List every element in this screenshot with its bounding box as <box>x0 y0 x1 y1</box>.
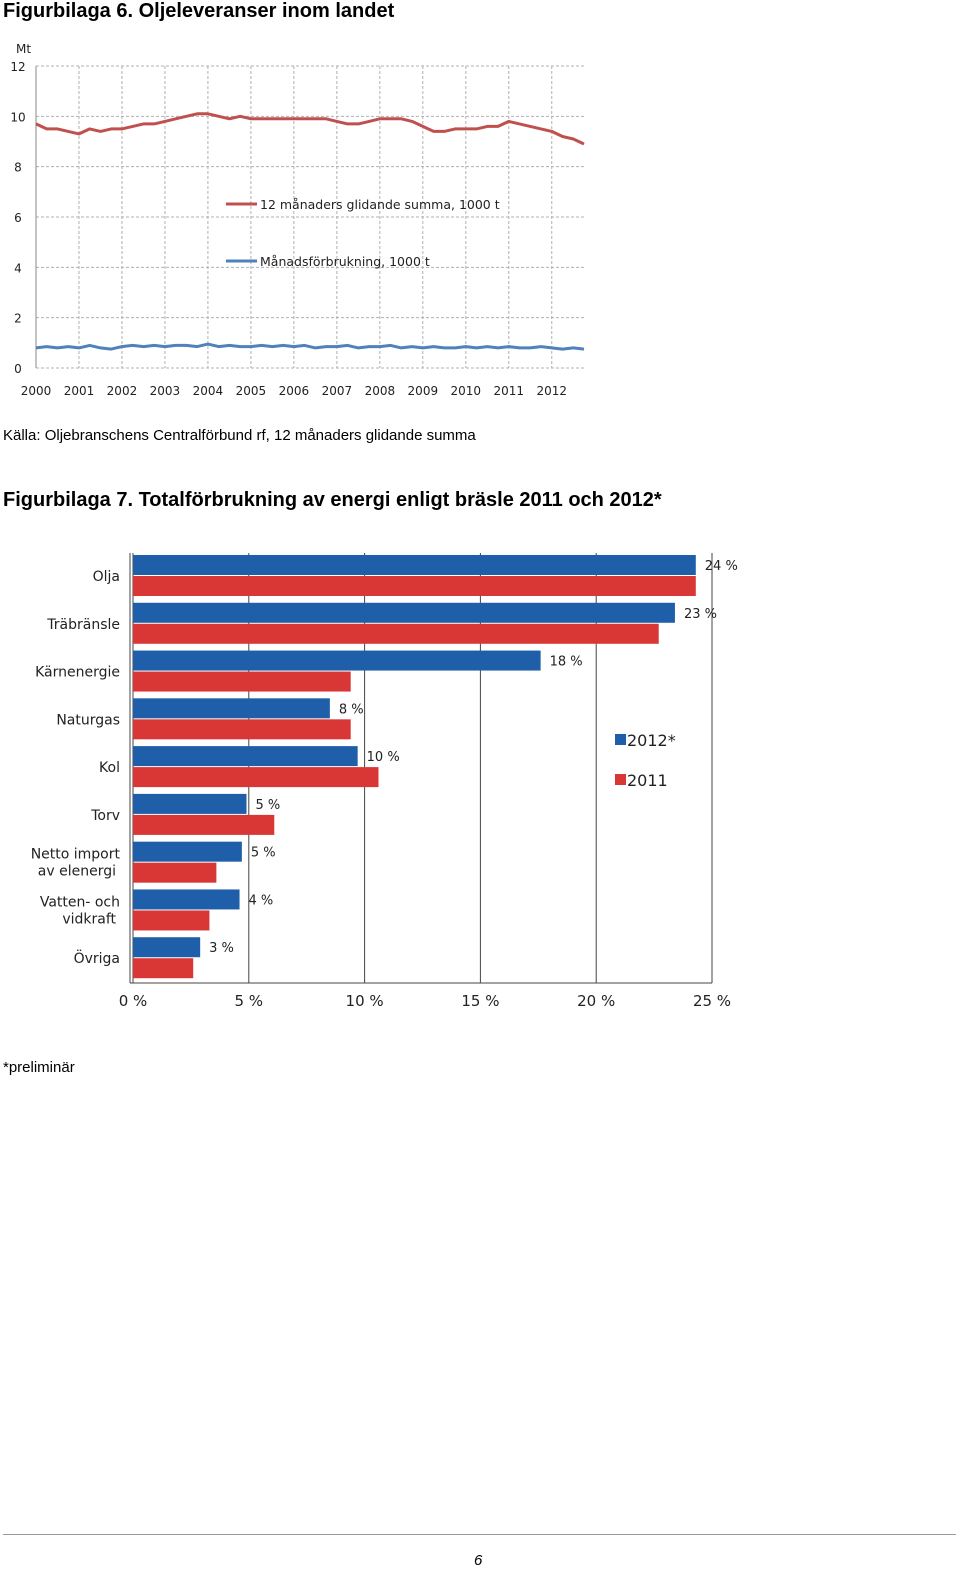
data-label: 8 % <box>339 702 364 717</box>
x-tick-label: 2009 <box>408 384 439 398</box>
legend-label: Månadsförbrukning, 1000 t <box>260 254 430 269</box>
bar-2011 <box>133 719 351 740</box>
footer-divider <box>3 1534 956 1535</box>
fig6-title: Figurbilaga 6. Oljeleveranser inom lande… <box>3 0 395 22</box>
y-tick-label: 0 <box>14 362 22 376</box>
y-tick-label: 2 <box>14 312 22 326</box>
x-tick-label: 2011 <box>494 384 525 398</box>
x-tick-label: 25 % <box>693 992 731 1010</box>
bar-2012 <box>133 793 247 814</box>
fig7-note: *preliminär <box>3 1059 75 1076</box>
category-label-line: Vatten- och <box>40 894 120 910</box>
bar-2012 <box>133 602 675 623</box>
page-number: 6 <box>474 1552 483 1569</box>
bar-2011 <box>133 862 217 883</box>
y-tick-label: 6 <box>14 211 22 225</box>
x-tick-label: 2007 <box>322 384 353 398</box>
category-label: Kärnenergie <box>35 665 120 681</box>
bar-2012 <box>133 650 541 671</box>
bar-2011 <box>133 814 275 835</box>
data-label: 5 % <box>251 846 276 861</box>
x-tick-label: 2000 <box>21 384 52 398</box>
bar-2011 <box>133 671 351 692</box>
x-tick-label: 20 % <box>577 992 615 1010</box>
data-label: 5 % <box>255 798 280 813</box>
fig7-bar-chart: 0 % 5 % 10 % 15 % 20 % 25 % 24 % Olja 23 % Träbrä… <box>31 553 738 1010</box>
x-tick-label: 2006 <box>279 384 310 398</box>
fig6-line-chart: 0 2 4 6 8 10 12 2000 2001 2002 2003 2004 2005 2006 200… <box>10 42 585 398</box>
data-label: 4 % <box>249 893 274 908</box>
fig6-source: Källa: Oljebranschens Centralförbund rf,… <box>3 427 476 444</box>
legend-swatch <box>615 774 626 785</box>
data-label: 24 % <box>705 559 738 574</box>
x-tick-label: 2005 <box>236 384 267 398</box>
series-line-1 <box>35 112 585 146</box>
category-label: Olja <box>93 569 120 585</box>
x-tick-label: 15 % <box>461 992 499 1010</box>
bar-2012 <box>133 746 358 767</box>
series-line-2 <box>35 342 585 351</box>
bar-2011 <box>133 958 194 979</box>
data-label: 23 % <box>684 607 717 622</box>
category-label-line: av elenergi <box>38 864 116 880</box>
x-tick-label: 2003 <box>150 384 181 398</box>
x-tick-label: 2010 <box>451 384 482 398</box>
category-label: Netto import av elenergi <box>31 847 121 880</box>
category-label: Torv <box>90 808 120 824</box>
y-axis-label: Mt <box>16 42 31 56</box>
x-tick-label: 2002 <box>107 384 138 398</box>
bar-2012 <box>133 889 240 910</box>
x-tick-label: 2004 <box>193 384 224 398</box>
legend-label: 12 månaders glidande summa, 1000 t <box>260 197 500 212</box>
y-tick-label: 4 <box>14 261 22 275</box>
bar-2011 <box>133 623 659 644</box>
category-label: Kol <box>99 760 120 776</box>
x-tick-label: 2001 <box>64 384 95 398</box>
legend-swatch <box>615 734 626 745</box>
legend-label: 2012* <box>627 731 676 750</box>
y-tick-label: 12 <box>10 60 25 74</box>
category-label: Naturgas <box>56 712 120 728</box>
data-label: 10 % <box>367 750 400 765</box>
fig7-title: Figurbilaga 7. Totalförbrukning av energ… <box>3 489 662 511</box>
category-label-line: vidkraft <box>62 911 116 927</box>
bar-2012 <box>133 937 201 958</box>
y-tick-label: 8 <box>14 161 22 175</box>
data-label: 18 % <box>550 655 583 670</box>
x-tick-label: 10 % <box>346 992 384 1010</box>
y-tick-label: 10 <box>10 110 25 124</box>
category-label: Vatten- och vidkraft <box>40 894 120 927</box>
category-label: Träbränsle <box>46 617 120 633</box>
bar-2011 <box>133 576 696 596</box>
bar-2012 <box>133 555 696 575</box>
data-label: 3 % <box>209 941 234 956</box>
x-tick-label: 2008 <box>365 384 396 398</box>
legend-label: 2011 <box>627 771 668 790</box>
x-tick-label: 0 % <box>119 992 148 1010</box>
bar-2011 <box>133 910 210 931</box>
bar-2012 <box>133 841 242 862</box>
category-label: Övriga <box>74 949 120 967</box>
category-label-line: Netto import <box>31 847 121 863</box>
x-tick-label: 2012 <box>536 384 567 398</box>
bar-2011 <box>133 767 379 788</box>
bar-2012 <box>133 698 330 719</box>
x-tick-label: 5 % <box>235 992 264 1010</box>
